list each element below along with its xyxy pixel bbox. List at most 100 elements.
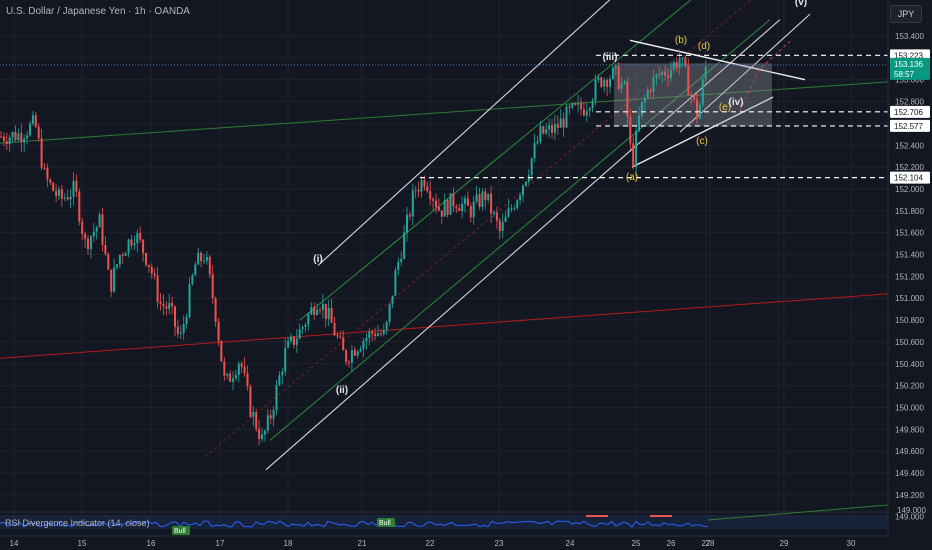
candle-body (327, 307, 330, 319)
candle-body (26, 135, 29, 139)
candle-body (672, 62, 675, 70)
x-tick-label: 23 (495, 539, 504, 548)
candle-body (388, 303, 391, 322)
candle-body (104, 244, 107, 254)
abc-label: (e) (719, 102, 731, 113)
candle-body (165, 306, 168, 309)
symbol-title: U.S. Dollar / Japanese Yen · 1h · OANDA (6, 6, 190, 17)
candle-body (84, 233, 87, 239)
candle-body (304, 324, 307, 327)
candle-body (278, 375, 281, 386)
candle-body (533, 143, 536, 159)
candle-body (681, 57, 684, 59)
candle-body (446, 200, 449, 215)
candle-body (336, 335, 339, 337)
candle-body (162, 303, 165, 307)
candle-body (87, 238, 89, 249)
y-tick-label: 149.800 (895, 425, 924, 434)
channel-green-line-2 (299, 0, 692, 321)
candle-body (34, 115, 37, 127)
candle-body (696, 99, 698, 119)
candle-body (321, 303, 324, 310)
candle-body (197, 252, 200, 265)
candle-body (226, 373, 229, 376)
candle-body (295, 338, 298, 345)
y-tick-label: 150.400 (895, 360, 924, 369)
candle-body (127, 239, 130, 254)
candle-body (591, 100, 594, 109)
candle-body (562, 118, 565, 128)
candle-body (324, 303, 327, 319)
wave-label: (i) (313, 254, 322, 265)
channel-lower-ext-line (679, 13, 811, 133)
x-tick-label: 29 (780, 539, 789, 548)
candle-body (316, 309, 319, 315)
current-price-tag-bg (890, 57, 930, 80)
candle-body (548, 125, 551, 130)
candle-body (664, 71, 667, 76)
level-tag-label: 152.706 (894, 108, 923, 117)
candle-body (284, 347, 287, 372)
candle-body (69, 196, 72, 200)
candle-body (475, 194, 478, 202)
level-tag-label: 153.223 (894, 51, 923, 60)
candle-body (20, 133, 23, 143)
candle-body (661, 71, 664, 75)
y-tick-label: 151.400 (895, 251, 924, 260)
candle-body (368, 331, 371, 339)
projection-path (739, 41, 791, 111)
candle-body (704, 66, 707, 79)
candle-body (63, 197, 66, 199)
candle-body (437, 207, 440, 211)
candle-body (14, 132, 17, 141)
x-tick-label: 22 (426, 539, 435, 548)
candle-body (658, 74, 661, 76)
candle-body (684, 57, 687, 67)
candle-body (78, 191, 81, 222)
wave-label: (ii) (336, 385, 348, 396)
candle-body (5, 141, 8, 145)
candle-body (292, 336, 295, 345)
x-tick-label: 24 (566, 539, 575, 548)
x-tick-label: 15 (78, 539, 87, 548)
candle-body (640, 102, 643, 116)
candle-body (620, 83, 623, 89)
x-tick-label: 28 (706, 539, 715, 548)
candle-body (423, 180, 426, 187)
candle-body (495, 212, 498, 221)
currency-button[interactable]: JPY (890, 5, 922, 23)
channel-upper-line (317, 0, 611, 266)
candle-body (519, 195, 522, 201)
candle-body (406, 214, 408, 233)
x-tick-label: 14 (10, 539, 19, 548)
candle-body (31, 115, 34, 124)
candle-body (252, 412, 255, 417)
candle-body (203, 260, 205, 262)
candle-body (365, 338, 368, 342)
candle-body (440, 210, 443, 217)
candle-body (527, 174, 530, 182)
candle-body (58, 189, 60, 196)
candle-body (261, 434, 263, 440)
candle-body (646, 90, 649, 98)
candle-body (669, 69, 672, 78)
candle-body (275, 385, 278, 411)
candle-body (107, 253, 110, 270)
candle-body (249, 386, 252, 417)
candle-body (585, 110, 588, 116)
candle-body (217, 321, 220, 341)
candle-body (507, 208, 510, 217)
y-tick-label: 149.000 (895, 513, 924, 522)
candle-body (377, 333, 379, 336)
candle-body (313, 307, 316, 315)
candle-body (510, 208, 513, 210)
candle-body (153, 273, 156, 276)
abc-label: (c) (696, 136, 708, 147)
candle-body (611, 67, 614, 79)
candle-body (0, 136, 2, 138)
candle-body (504, 216, 507, 222)
triangle-upper-line (629, 39, 806, 81)
candle-body (542, 126, 545, 134)
y-tick-label: 152.400 (895, 141, 924, 150)
